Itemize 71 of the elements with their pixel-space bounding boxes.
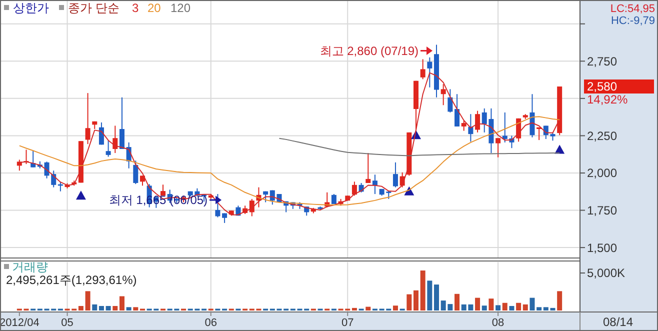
bar [522,304,528,310]
text: 120 [170,1,191,15]
text: HC:-9,79 [610,15,655,27]
candlestick [85,92,90,145]
bar [536,307,542,310]
text: 20 [148,1,162,15]
bar [488,298,494,310]
bar [557,291,562,310]
bar [406,294,412,310]
bar [85,291,90,310]
bar [454,294,460,310]
candlestick [215,194,220,218]
bar [133,307,138,310]
x-tick-label: 06 [204,317,217,329]
bar [509,306,514,310]
y-tick-label: 1,750 [587,203,618,218]
candlestick [352,181,357,196]
bar [516,302,522,310]
bar [502,302,508,310]
bar [392,306,398,310]
bar [366,306,371,310]
bar [106,306,111,310]
bar [496,305,501,310]
x-tick-label: 08 [492,317,504,329]
candlestick [112,125,118,154]
text: 14,92% [587,92,628,107]
x-tick-label: 05 [61,317,74,329]
candlestick [119,96,124,150]
bar [92,304,98,310]
point [76,190,86,200]
candlestick [454,94,460,127]
x-tick-label: 2012/04 [0,317,40,329]
bar [78,306,84,310]
annotation: 2,495,261주(1,293,61%) [6,273,137,287]
bar [427,280,432,310]
bar [420,270,426,310]
candlestick [448,88,453,113]
candlestick [392,162,398,188]
bar [119,296,124,310]
bar [112,306,118,310]
bar [530,298,535,310]
chart-title: 거래량 [12,260,48,274]
annotation: 최고 2,860 (07/19) [320,44,419,58]
y-tick-label: 2,750 [587,54,618,68]
candlestick [475,110,480,133]
y-tick-label: 2,250 [587,128,618,143]
bar [413,290,418,310]
text: 3 [132,1,139,15]
bar [126,307,132,310]
candlestick [106,140,111,158]
bar [482,306,487,310]
x-tick-label: 07 [341,317,354,329]
text: 상한가 [13,1,49,15]
y-tick-label: 1,500 [587,240,618,255]
text: 2,580 [587,80,618,94]
y-tick-label: 2,000 [587,166,618,180]
candlestick [461,120,466,132]
candlestick [496,138,501,158]
candlestick [133,160,138,185]
bar [475,298,480,310]
candlestick [420,58,426,80]
bar [434,284,440,310]
bar [98,306,104,310]
candlestick [366,152,371,184]
candlestick [440,84,446,106]
candlestick [427,56,432,88]
text: LC:54,95 [610,3,655,15]
legend-title: 종가 단순 [68,1,120,15]
candlestick [140,175,145,186]
text: 5,000K [587,266,626,280]
text: 08/14 [602,315,634,329]
